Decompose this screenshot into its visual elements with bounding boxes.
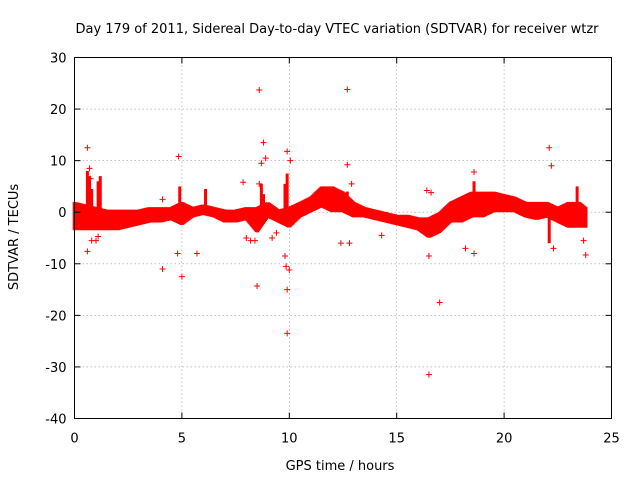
data-point-marker	[256, 180, 263, 187]
x-tick-label: 10	[281, 432, 298, 447]
data-point-marker	[159, 196, 166, 203]
data-point-marker	[262, 155, 269, 162]
data-point-marker	[287, 157, 294, 164]
data-band	[72, 186, 588, 238]
data-point-marker	[273, 229, 280, 236]
data-point-marker	[269, 235, 276, 241]
data-point-marker	[92, 237, 99, 244]
y-tick-label: -10	[45, 258, 66, 273]
data-point-marker	[84, 144, 91, 151]
data-point-marker	[425, 253, 432, 260]
axis-ticks: 0 5 10 15 20 25 -40 -30 -20 -10 0 10 20 30	[45, 52, 620, 447]
x-tick-label: 20	[496, 432, 513, 447]
y-tick-label: -20	[45, 309, 66, 324]
data-point-marker	[582, 252, 589, 259]
data-point-marker	[87, 175, 94, 182]
data-point-marker	[428, 189, 435, 196]
data-points	[72, 86, 589, 378]
data-point-marker	[178, 273, 185, 280]
data-point-marker	[159, 265, 166, 272]
data-point-marker	[284, 286, 291, 293]
data-point-marker	[580, 237, 587, 244]
data-point-marker	[256, 86, 263, 93]
data-point-marker	[283, 263, 290, 270]
data-point-marker	[286, 266, 293, 273]
data-point-marker	[284, 330, 291, 337]
data-point-marker	[344, 86, 351, 93]
data-point-marker	[193, 250, 200, 257]
data-point-marker	[254, 282, 261, 289]
plot-frame	[74, 57, 612, 419]
y-tick-label: -40	[45, 413, 66, 428]
chart-title: Day 179 of 2011, Sidereal Day-to-day VTE…	[75, 22, 599, 37]
data-point-marker	[346, 240, 353, 247]
data-point-marker	[425, 371, 432, 378]
data-point-marker	[337, 240, 344, 247]
data-point-marker	[95, 233, 102, 240]
y-tick-label: 10	[50, 155, 67, 170]
data-point-marker	[423, 187, 430, 194]
data-point-marker	[548, 162, 555, 169]
y-tick-label: 0	[58, 206, 66, 221]
data-point-marker	[240, 179, 247, 186]
y-tick-label: -30	[45, 361, 66, 376]
data-point-marker	[174, 250, 181, 257]
grid-lines	[74, 57, 612, 419]
data-point-marker	[251, 237, 258, 244]
x-tick-label: 15	[388, 432, 405, 447]
x-tick-label: 25	[603, 432, 620, 447]
data-point-marker	[86, 165, 93, 172]
x-axis-label: GPS time / hours	[286, 459, 395, 474]
y-tick-label: 30	[50, 52, 67, 67]
data-point-marker	[436, 299, 443, 306]
data-point-marker	[258, 160, 265, 167]
data-point-marker	[550, 245, 557, 252]
data-point-marker	[378, 232, 385, 239]
x-tick-label: 5	[178, 432, 186, 447]
data-point-marker	[471, 250, 478, 257]
data-point-marker	[284, 148, 291, 155]
data-point-marker	[546, 144, 553, 151]
data-point-marker	[84, 248, 91, 255]
x-tick-label: 0	[70, 432, 78, 447]
data-point-marker	[348, 180, 355, 187]
data-point-marker	[344, 161, 351, 168]
data-point-marker	[260, 139, 267, 146]
data-point-marker	[243, 235, 250, 241]
data-point-marker	[282, 253, 289, 260]
data-point-marker	[175, 153, 182, 160]
y-axis-label: SDTVAR / TECUs	[7, 184, 22, 291]
y-tick-label: 20	[50, 103, 67, 118]
data-point-marker	[462, 245, 469, 252]
data-point-marker	[471, 168, 478, 175]
